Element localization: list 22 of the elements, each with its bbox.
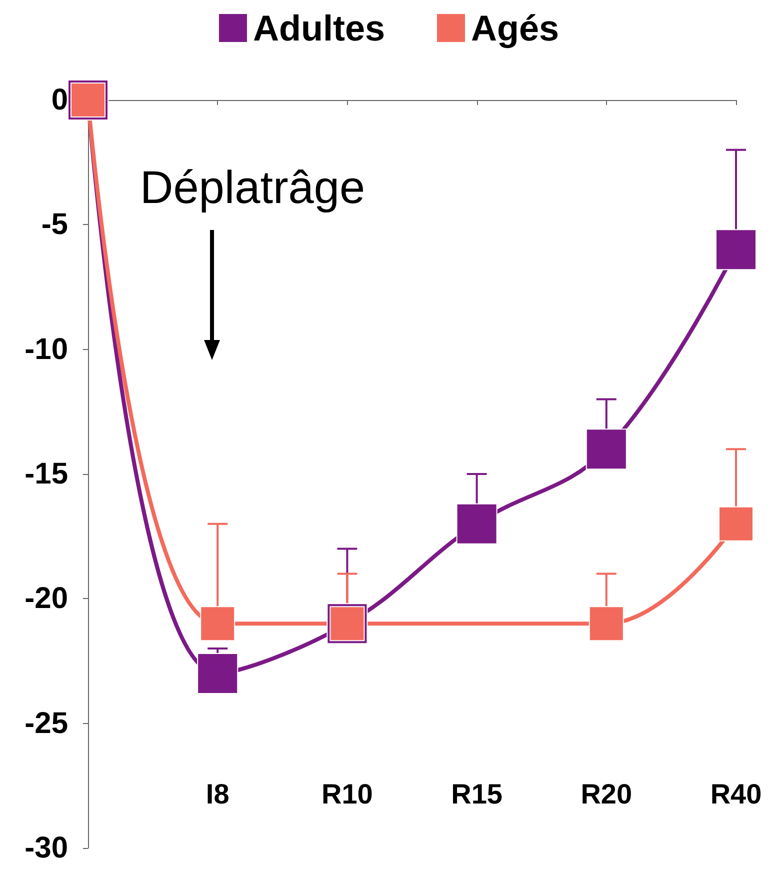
x-tick-label: I8 bbox=[206, 778, 230, 810]
y-tick-label: -10 bbox=[24, 332, 68, 366]
point bbox=[716, 229, 756, 270]
x-tick-label: R15 bbox=[451, 778, 502, 810]
point bbox=[197, 652, 238, 694]
y-tick-label: -30 bbox=[24, 832, 68, 864]
point bbox=[200, 606, 236, 642]
y-tick-label: -15 bbox=[24, 458, 68, 490]
point bbox=[586, 428, 627, 470]
x-tick-label: R10 bbox=[322, 778, 373, 810]
legend-label: Agés bbox=[470, 8, 560, 48]
point bbox=[718, 506, 754, 542]
point bbox=[588, 606, 624, 642]
y-tick-label: 0 bbox=[51, 84, 68, 116]
x-tick-label: R40 bbox=[710, 778, 762, 810]
y-tick-label: -20 bbox=[24, 582, 68, 616]
annotation: Déplatrâge bbox=[140, 160, 366, 214]
legend-label: Adultes bbox=[252, 8, 385, 48]
x-tick-label: R20 bbox=[580, 778, 632, 810]
y-tick-label: -5 bbox=[41, 208, 68, 242]
point bbox=[456, 503, 498, 544]
y-tick-label: -25 bbox=[24, 706, 68, 740]
